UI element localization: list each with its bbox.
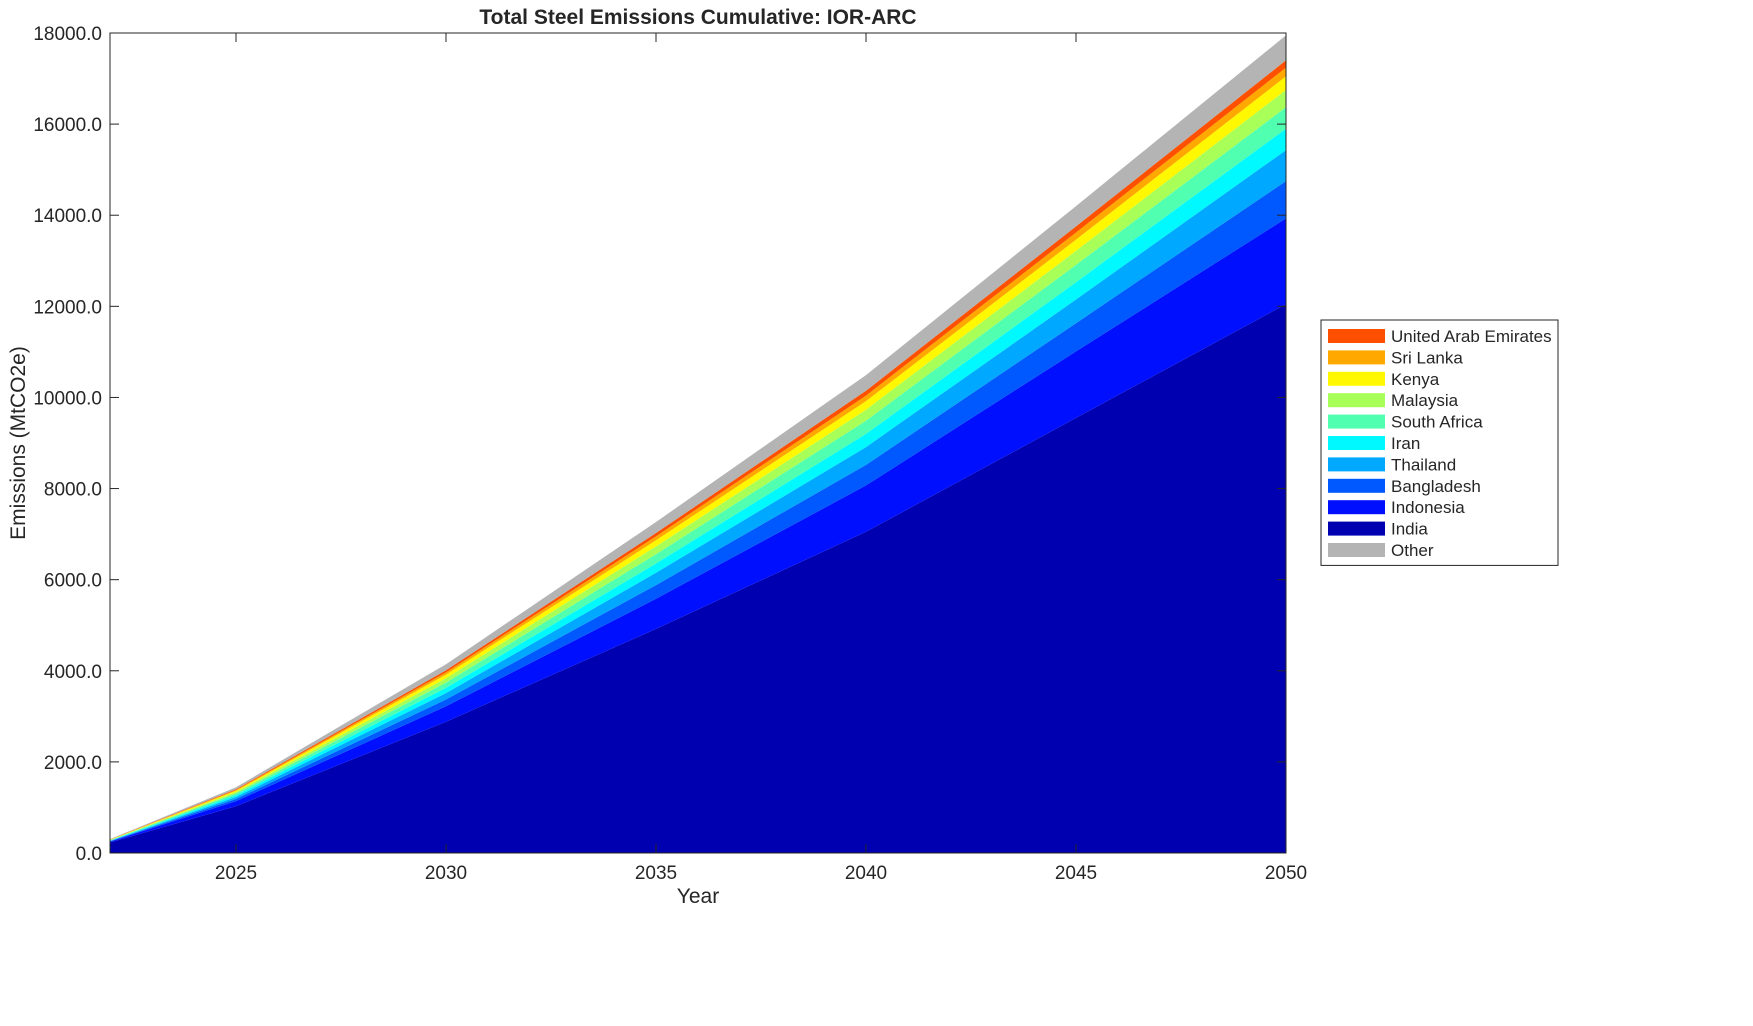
stacked-areas (110, 35, 1286, 854)
legend-swatch (1328, 414, 1385, 429)
y-tick-label: 2000.0 (44, 753, 102, 774)
y-tick-label: 0.0 (76, 844, 102, 865)
legend-swatch (1328, 478, 1385, 493)
legend-label: United Arab Emirates (1391, 327, 1552, 346)
legend-item-united-arab-emirates: United Arab Emirates (1328, 327, 1552, 346)
y-tick-label: 18000.0 (33, 24, 102, 45)
chart-title: Total Steel Emissions Cumulative: IOR-AR… (479, 6, 916, 29)
legend-item-other: Other (1328, 541, 1434, 560)
legend-label: India (1391, 520, 1428, 539)
x-tick-label: 2030 (425, 863, 467, 884)
y-tick-label: 4000.0 (44, 662, 102, 683)
area-series-india (110, 304, 1286, 854)
y-axis-label: Emissions (MtCO2e) (7, 346, 30, 540)
x-axis-label: Year (677, 885, 719, 908)
legend-swatch (1328, 521, 1385, 536)
legend-item-bangladesh: Bangladesh (1328, 477, 1481, 496)
x-tick-label: 2050 (1265, 863, 1307, 884)
legend-swatch (1328, 500, 1385, 515)
y-tick-label: 16000.0 (33, 115, 102, 136)
legend-swatch (1328, 393, 1385, 408)
legend-swatch (1328, 350, 1385, 365)
legend-label: Other (1391, 541, 1434, 560)
legend-item-malaysia: Malaysia (1328, 391, 1459, 410)
legend-item-indonesia: Indonesia (1328, 498, 1465, 517)
legend-swatch (1328, 371, 1385, 386)
y-tick-label: 6000.0 (44, 571, 102, 592)
legend: United Arab Emirates Sri Lanka Kenya Malays… (1320, 319, 1559, 566)
x-tick-label: 2025 (215, 863, 257, 884)
legend-item-south-africa: South Africa (1328, 413, 1483, 432)
axis-ticks: 2025 2030 2035 2040 2045 2050 0.0 2000.0 4000.0 6… (33, 24, 1307, 884)
legend-item-india: India (1328, 520, 1428, 539)
legend-swatch (1328, 543, 1385, 557)
legend-item-thailand: Thailand (1328, 455, 1456, 474)
y-tick-label: 12000.0 (33, 297, 102, 318)
x-tick-label: 2035 (635, 863, 677, 884)
x-tick-label: 2040 (845, 863, 887, 884)
legend-item-iran: Iran (1328, 434, 1420, 453)
legend-item-sri-lanka: Sri Lanka (1328, 348, 1463, 367)
legend-label: Indonesia (1391, 498, 1465, 517)
legend-swatch (1328, 329, 1385, 343)
plot-frame (109, 32, 1287, 854)
legend-label: Sri Lanka (1391, 348, 1463, 367)
y-tick-label: 10000.0 (33, 388, 102, 409)
legend-swatch (1328, 457, 1385, 472)
legend-label: Malaysia (1391, 391, 1459, 410)
legend-item-kenya: Kenya (1328, 370, 1440, 389)
x-tick-label: 2045 (1055, 863, 1097, 884)
y-tick-label: 14000.0 (33, 206, 102, 227)
y-tick-label: 8000.0 (44, 480, 102, 501)
legend-swatch (1328, 436, 1385, 450)
legend-label: Kenya (1391, 370, 1440, 389)
legend-label: Iran (1391, 434, 1420, 453)
legend-label: Bangladesh (1391, 477, 1481, 496)
legend-label: South Africa (1391, 413, 1483, 432)
legend-label: Thailand (1391, 455, 1456, 474)
